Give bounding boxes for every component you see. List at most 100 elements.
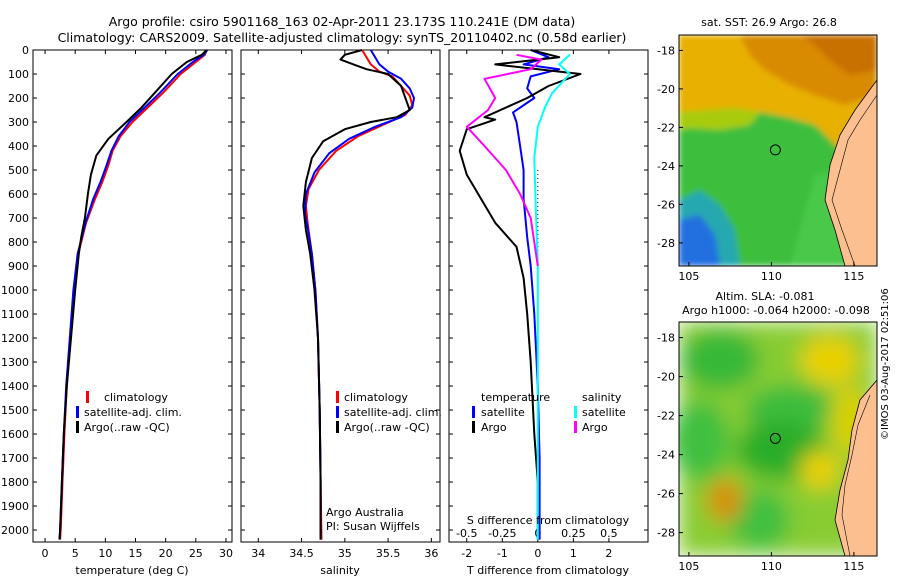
salinity-plot-frame [240, 49, 441, 543]
s-tick-label: 0.5 [600, 527, 618, 540]
map-y-tick-label: -28 [657, 237, 675, 250]
sla-map-title: Altim. SLA: -0.081 [715, 290, 814, 303]
y-tick-label: 1900 [1, 500, 29, 513]
y-tick-label: 900 [8, 260, 29, 273]
argo-position-marker [769, 432, 781, 444]
x-tick-label: 0 [42, 547, 49, 560]
series-line-argo [58, 49, 208, 540]
map-x-tick-label: 105 [678, 270, 699, 283]
legend-label: Argo(..raw -QC) [84, 421, 170, 434]
org-credit: Argo Australia [326, 506, 404, 519]
y-tick-label: 2000 [1, 524, 29, 537]
map-y-tick-label: -22 [657, 410, 675, 423]
salinity-legend: climatology satellite-adj. clim. Argo(..… [336, 391, 442, 434]
x-tick-label: 15 [129, 547, 143, 560]
sla-map [679, 322, 877, 556]
y-tick-label: 600 [8, 188, 29, 201]
series-line-t-satellite [512, 49, 561, 540]
y-tick-label: 700 [8, 212, 29, 225]
x-tick-label: 35.5 [376, 547, 401, 560]
legend-swatch-t-argo [472, 421, 475, 433]
argo-position-marker [769, 144, 781, 156]
legend-label: satellite-adj. clim. [84, 406, 182, 419]
temperature-legend: climatology satellite-adj. clim. Argo(..… [76, 391, 182, 434]
map-y-tick-label: -18 [657, 332, 675, 345]
y-tick-label: 1300 [1, 356, 29, 369]
map-y-tick-label: -26 [657, 198, 675, 211]
series-line-argo [302, 49, 411, 540]
difference-xlabel: T difference from climatology [466, 564, 629, 577]
x-tick-label: 30 [219, 547, 233, 560]
legend-swatch-s-argo [574, 421, 577, 433]
y-tick-label: 1200 [1, 332, 29, 345]
sla-map-subtitle: Argo h1000: -0.064 h2000: -0.098 [682, 304, 870, 317]
y-tick-label: 1400 [1, 380, 29, 393]
temperature-xlabel: temperature (deg C) [75, 564, 188, 577]
legend-heading-temperature: temperature [481, 391, 550, 404]
legend-label: satellite [582, 406, 626, 419]
sst-map-axes: 105 110 115 -18 -20 -22 -24 -26 -28 [657, 44, 864, 283]
x-tick-label: 35 [338, 547, 352, 560]
x-tick-label: 5 [72, 547, 79, 560]
series-line-s-satellite [533, 54, 571, 540]
title-line-2: Climatology: CARS2009. Satellite-adjuste… [58, 30, 627, 45]
map-y-tick-label: -24 [657, 160, 675, 173]
map-y-tick-label: -26 [657, 488, 675, 501]
y-tick-label: 1000 [1, 284, 29, 297]
s-tick-label: 0.25 [561, 527, 586, 540]
profile-plots: 0 5 10 15 20 25 300100200300400500600700800900… [1, 44, 648, 560]
x-tick-label: 0 [534, 547, 541, 560]
y-tick-label: 1700 [1, 452, 29, 465]
legend-label: Argo [481, 421, 507, 434]
x-tick-label: 2 [605, 547, 612, 560]
legend-label: satellite-adj. clim. [344, 406, 442, 419]
y-tick-label: 1100 [1, 308, 29, 321]
pi-credit: PI: Susan Wijffels [326, 520, 420, 533]
y-tick-label: 0 [22, 44, 29, 57]
x-tick-label: 25 [189, 547, 203, 560]
map-x-tick-label: 115 [843, 560, 864, 573]
legend-heading-salinity: salinity [582, 391, 622, 404]
series-line-t-argo [458, 49, 582, 540]
x-tick-label: -1 [497, 547, 508, 560]
legend-label: Argo [582, 421, 608, 434]
legend-label: climatology [104, 391, 168, 404]
y-tick-label: 100 [8, 68, 29, 81]
sst-map-title: sat. SST: 26.9 Argo: 26.8 [701, 16, 837, 29]
legend-swatch-argo [76, 421, 79, 433]
timestamp-credit: ©IMOS 03-Aug-2017 02:51:06 [880, 288, 891, 440]
legend-label: satellite [481, 406, 525, 419]
legend-label: climatology [344, 391, 408, 404]
map-y-tick-label: -20 [657, 83, 675, 96]
sst-map [679, 35, 877, 266]
legend-swatch-argo [336, 421, 339, 433]
salinity-xlabel: salinity [320, 564, 360, 577]
s-difference-label: S difference from climatology [467, 514, 630, 527]
x-tick-label: 20 [159, 547, 173, 560]
x-tick-label: 34 [251, 547, 265, 560]
s-tick-label: -0.25 [488, 527, 516, 540]
x-tick-label: 1 [570, 547, 577, 560]
y-tick-label: 400 [8, 140, 29, 153]
map-x-tick-label: 115 [843, 270, 864, 283]
map-y-tick-label: -28 [657, 527, 675, 540]
difference-legend: temperature salinity satellite Argo sate… [472, 391, 626, 434]
y-tick-label: 800 [8, 236, 29, 249]
map-y-tick-label: -24 [657, 449, 675, 462]
x-tick-label: 10 [98, 547, 112, 560]
title-line-1: Argo profile: csiro 5901168_163 02-Apr-2… [109, 14, 576, 29]
map-y-tick-label: -22 [657, 121, 675, 134]
temperature-plot-frame [32, 49, 233, 543]
y-tick-label: 1800 [1, 476, 29, 489]
s-tick-label: -0.5 [456, 527, 477, 540]
legend-swatch-s-satellite [574, 406, 577, 418]
map-y-tick-label: -20 [657, 371, 675, 384]
x-tick-label: 36 [424, 547, 438, 560]
x-tick-label: -2 [461, 547, 472, 560]
legend-swatch-satellite [76, 406, 79, 418]
map-x-tick-label: 110 [761, 560, 782, 573]
difference-plot-frame [448, 49, 649, 543]
map-x-tick-label: 105 [678, 560, 699, 573]
map-y-tick-label: -18 [657, 44, 675, 57]
y-tick-label: 500 [8, 164, 29, 177]
